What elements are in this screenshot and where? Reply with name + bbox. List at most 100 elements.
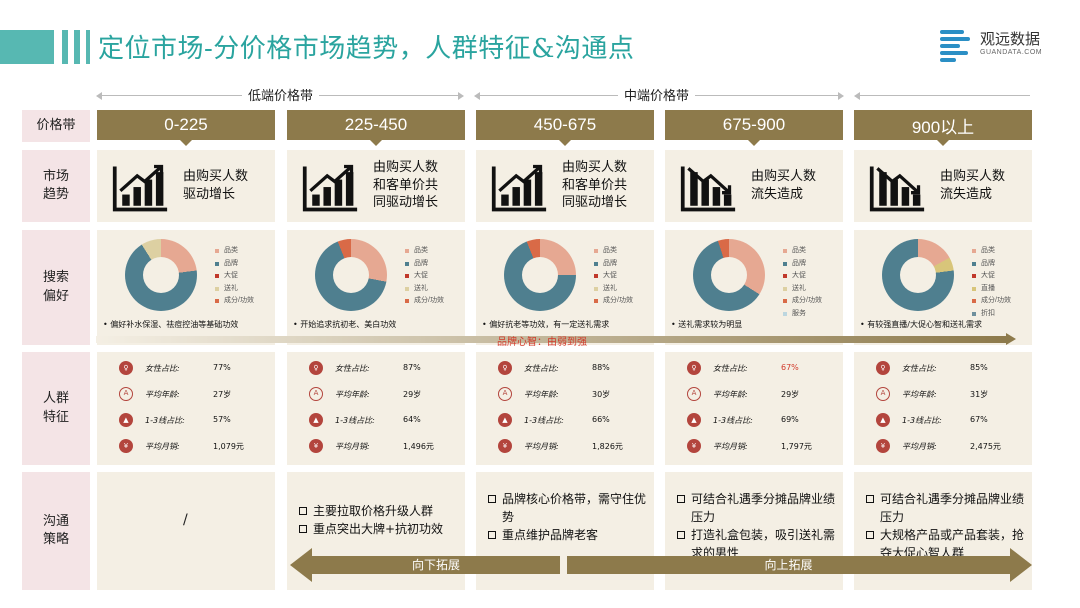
legend-item: 品牌 — [972, 258, 1011, 271]
brand-mind-label: 品牌心智：由弱到强 — [497, 337, 587, 348]
strategy-list: 可结合礼遇季分摊品牌业绩压力 打造礼盒包装，吸引送礼需求的男性 — [677, 490, 843, 562]
pref-note: 开始追求抗初老、美白功效 — [293, 319, 396, 330]
legend-swatch — [972, 286, 976, 291]
header-accent-stripe-2 — [74, 30, 80, 64]
strategy-item: 重点维护品牌老客 — [488, 526, 654, 544]
stat-label: 平均年龄: — [335, 390, 370, 399]
stat-row-sales: ¥ 平均月销: 1,496元 — [287, 439, 467, 457]
trend-cell: 由购买人数 流失造成 — [854, 150, 1032, 222]
age-icon: A — [498, 387, 512, 401]
stat-label: 1-3线占比: — [902, 416, 942, 425]
crowd-cell: ♀ 女性占比: 85% A 平均年龄: 31岁 ▲ 1-3线占比: 67% ¥ 平均月销: 2,475… — [854, 352, 1032, 465]
age-icon: A — [876, 387, 890, 401]
legend-swatch — [972, 261, 976, 266]
legend-item: 送礼 — [405, 283, 444, 296]
pref-legend: 品类 品牌 大促 送礼 成分/功效 — [594, 245, 633, 308]
legend-label: 成分/功效 — [981, 297, 1011, 304]
row-label-pref: 搜索 偏好 — [22, 230, 90, 345]
strategy-list: 主要拉取价格升级人群 重点突出大牌+抗初功效 — [299, 502, 443, 538]
header-accent-wide — [0, 30, 54, 64]
strategy-text: 重点维护品牌老客 — [502, 528, 599, 542]
legend-label: 成分/功效 — [224, 297, 254, 304]
price-band-header: 0-225 — [97, 110, 275, 140]
brand-logo: 观远数据 GUANDATA.COM — [940, 28, 1070, 64]
brand-mind-arrow-head — [1006, 333, 1016, 345]
stat-value: 29岁 — [403, 390, 422, 399]
pref-donut-chart — [125, 239, 197, 311]
strategy-item: 可结合礼遇季分摊品牌业绩压力 — [677, 490, 843, 526]
stat-label: 平均月销: — [713, 442, 748, 451]
legend-swatch — [783, 261, 787, 266]
stat-value: 64% — [403, 415, 421, 424]
stat-value: 30岁 — [592, 390, 611, 399]
logo-subtext: GUANDATA.COM — [980, 49, 1043, 56]
legend-label: 品类 — [224, 247, 238, 254]
stat-row-tier: ▲ 1-3线占比: 57% — [97, 413, 277, 431]
pref-note: 送礼需求较为明显 — [671, 319, 742, 330]
expand-up-arrow-body — [567, 556, 1010, 574]
stat-row-female: ♀ 女性占比: 85% — [854, 361, 1034, 379]
legend-item: 品类 — [405, 245, 444, 258]
logo-mark-icon — [940, 30, 970, 62]
stat-value: 27岁 — [213, 390, 232, 399]
legend-swatch — [405, 299, 409, 304]
crowd-cell: ♀ 女性占比: 88% A 平均年龄: 30岁 ▲ 1-3线占比: 66% ¥ 平均月销: 1,826… — [476, 352, 654, 465]
trend-cell: 由购买人数 流失造成 — [665, 150, 843, 222]
legend-label: 送礼 — [224, 284, 238, 292]
price-band-notch — [370, 140, 382, 146]
city-tier-icon: ▲ — [876, 413, 890, 427]
age-icon: A — [687, 387, 701, 401]
legend-label: 送礼 — [603, 284, 617, 292]
stat-label: 平均月销: — [335, 442, 370, 451]
legend-item: 品牌 — [405, 258, 444, 271]
range-high-left-arrow — [854, 92, 860, 100]
stat-value: 77% — [213, 363, 231, 372]
trend-up-chart-icon — [302, 164, 358, 212]
strategy-text: 可结合礼遇季分摊品牌业绩压力 — [691, 492, 836, 524]
row-label-crowd: 人群 特征 — [22, 352, 90, 465]
checkbox-icon — [488, 531, 496, 539]
legend-label: 品牌 — [981, 259, 995, 267]
legend-item: 大促 — [405, 270, 444, 283]
strategy-empty: / — [183, 512, 188, 528]
trend-cell: 由购买人数 和客单价共 同驱动增长 — [476, 150, 654, 222]
money-bag-icon: ¥ — [309, 439, 323, 453]
trend-description: 由购买人数 和客单价共 同驱动增长 — [373, 160, 439, 211]
trend-description: 由购买人数 驱动增长 — [183, 169, 249, 202]
pref-donut-chart — [504, 239, 576, 311]
legend-swatch — [215, 286, 219, 291]
price-band-notch — [180, 140, 192, 146]
trend-description: 由购买人数 和客单价共 同驱动增长 — [562, 160, 628, 211]
strategy-cell: / — [97, 472, 275, 590]
range-high-line — [858, 95, 1030, 96]
legend-item: 品类 — [594, 245, 633, 258]
stat-row-tier: ▲ 1-3线占比: 67% — [854, 413, 1034, 431]
legend-swatch — [594, 249, 598, 254]
range-low-right-arrow — [458, 92, 464, 100]
stat-value: 1,079元 — [213, 442, 244, 451]
legend-swatch — [783, 286, 787, 291]
page-title: 定位市场-分价格市场趋势，人群特征&沟通点 — [98, 34, 635, 64]
legend-label: 品类 — [414, 247, 428, 254]
legend-label: 直播 — [981, 284, 995, 292]
legend-label: 送礼 — [414, 284, 428, 292]
legend-item: 折扣 — [972, 308, 1011, 321]
range-mid-left-arrow — [474, 92, 480, 100]
stat-label: 平均月销: — [145, 442, 180, 451]
legend-label: 成分/功效 — [603, 297, 633, 304]
age-icon: A — [309, 387, 323, 401]
expand-up-label: 向上拓展 — [764, 558, 813, 572]
checkbox-icon — [299, 507, 307, 515]
legend-swatch — [405, 249, 409, 254]
legend-label: 成分/功效 — [792, 297, 822, 304]
legend-item: 送礼 — [215, 283, 254, 296]
header-accent-stripe-1 — [62, 30, 68, 64]
stat-row-sales: ¥ 平均月销: 1,797元 — [665, 439, 845, 457]
stat-value: 31岁 — [970, 390, 989, 399]
city-tier-icon: ▲ — [687, 413, 701, 427]
legend-swatch — [215, 274, 219, 279]
